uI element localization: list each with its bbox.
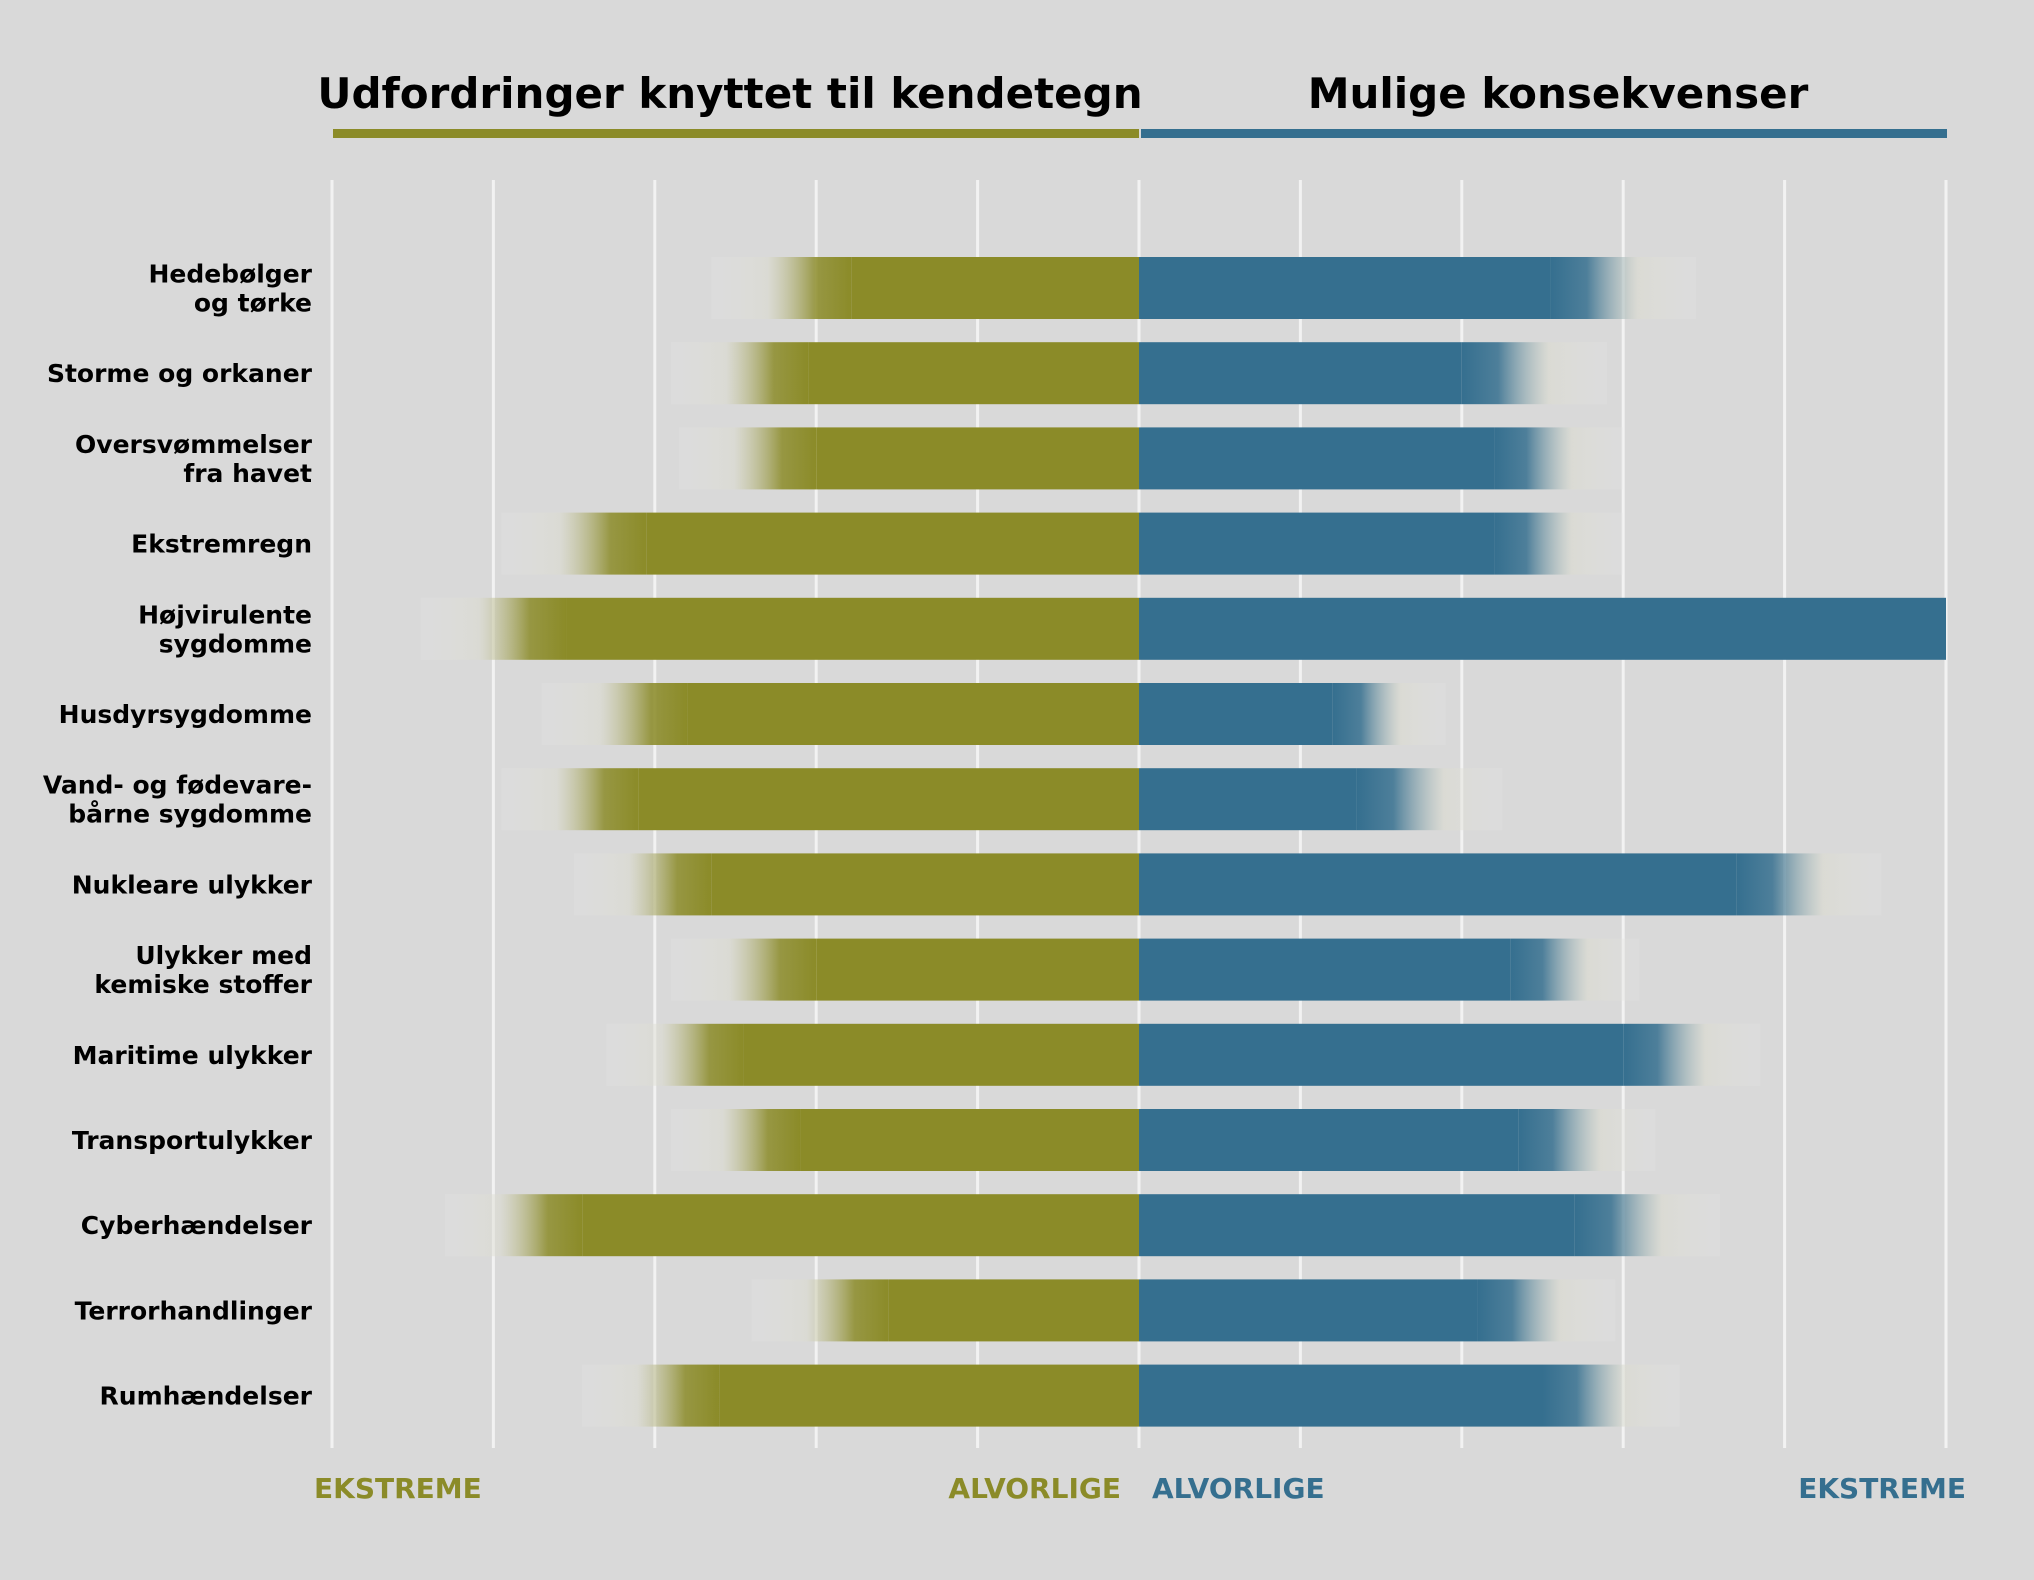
left-bar-uncertainty [670,938,817,1001]
right-bar-uncertainty [1574,1194,1721,1257]
right-bar-uncertainty [1332,683,1446,745]
left-bar [743,1023,1139,1086]
category-label: Terrorhandlinger [75,1296,313,1325]
axis-label-left-extreme: EKSTREME [314,1472,482,1505]
category-label: Ulykker med kemiske stoffer [94,941,312,999]
right-bar-uncertainty [1623,1023,1761,1086]
left-bar [646,512,1139,575]
category-label: Rumhændelser [100,1382,313,1411]
category-label: Hedebølger og tørke [148,260,312,318]
left-bar [816,938,1139,1001]
left-bar [851,257,1139,319]
right-bar [1139,1279,1478,1342]
right-bar-uncertainty [1494,512,1624,575]
right-bar-uncertainty [1461,342,1608,405]
left-bar-uncertainty [420,597,567,660]
category-label: Oversvømmelser fra havet [75,430,313,488]
axis-label-right-serious: ALVORLIGE [1152,1472,1325,1505]
right-bar [1139,938,1511,1001]
right-bar-uncertainty [1510,938,1640,1001]
right-bar [1139,512,1495,575]
left-bar-uncertainty [541,683,688,745]
right-bar-uncertainty [1494,427,1624,490]
right-panel-title: Mulige konsekvenser [1308,69,1809,118]
right-bar-uncertainty [1356,768,1503,831]
right-bar-uncertainty [1542,1364,1680,1427]
left-bar [687,683,1139,745]
left-title-underline [333,129,1139,138]
left-bar [800,1109,1139,1171]
left-bar [719,1364,1139,1427]
left-bar-uncertainty [444,1194,583,1257]
category-label: Cyberhændelser [81,1211,313,1240]
left-bar-uncertainty [606,1023,744,1086]
right-bar-uncertainty [1477,1279,1616,1342]
left-bar-uncertainty [670,1109,801,1171]
left-bar [816,427,1139,490]
left-bar-uncertainty [574,853,712,916]
axis-label-right-extreme: EKSTREME [1798,1472,1966,1505]
category-label: Storme og orkaner [47,359,313,388]
left-bar [582,1194,1139,1257]
left-bar-uncertainty [501,512,647,575]
category-labels: Hedebølger og tørke Storme og orkaner Overs… [43,260,313,1411]
left-bar-uncertainty [670,342,809,405]
right-bar-uncertainty [1550,257,1696,319]
right-title-underline [1141,129,1947,138]
bars [420,257,1946,1427]
right-bar [1139,427,1495,490]
left-bar [888,1279,1139,1342]
left-bar-uncertainty [501,768,639,831]
right-bar-uncertainty [1736,853,1882,916]
left-bar [566,597,1139,660]
right-bar [1139,1364,1543,1427]
right-bar [1139,853,1737,916]
left-bar-uncertainty [751,1279,889,1342]
right-bar [1139,1109,1519,1171]
right-bar [1139,1023,1624,1086]
category-label: Ekstremregn [131,530,312,559]
category-label: Højvirulente sygdomme [138,600,312,658]
category-label: Vand- og fødevare-bårne sygdomme [43,771,312,829]
right-bar [1139,768,1357,831]
category-label: Maritime ulykker [73,1041,313,1070]
right-bar [1139,597,1946,660]
left-bar-uncertainty [582,1364,720,1427]
left-bar [808,342,1139,405]
left-bar-uncertainty [711,257,852,319]
left-bar [638,768,1139,831]
right-bar [1139,1194,1575,1257]
right-bar-uncertainty [1518,1109,1656,1171]
category-label: Nukleare ulykker [72,870,313,899]
category-label: Husdyrsygdomme [59,700,312,729]
left-bar-uncertainty [679,427,817,490]
axis-label-left-serious: ALVORLIGE [948,1472,1121,1505]
category-label: Transportulykker [72,1126,313,1155]
right-bar [1139,257,1551,319]
right-bar [1139,342,1462,405]
left-bar [711,853,1139,916]
left-panel-title: Udfordringer knyttet til kendetegn [317,69,1142,118]
right-bar [1139,683,1333,745]
